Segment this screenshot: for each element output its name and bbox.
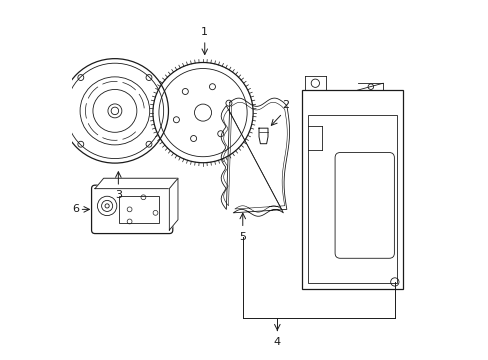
Text: 6: 6 — [72, 204, 80, 214]
Polygon shape — [95, 178, 178, 189]
Text: 3: 3 — [115, 190, 122, 201]
FancyBboxPatch shape — [91, 185, 172, 234]
Text: 5: 5 — [239, 232, 246, 242]
Text: 4: 4 — [273, 337, 280, 347]
Polygon shape — [169, 178, 178, 230]
Text: 2: 2 — [282, 100, 289, 110]
Text: 1: 1 — [201, 27, 208, 37]
